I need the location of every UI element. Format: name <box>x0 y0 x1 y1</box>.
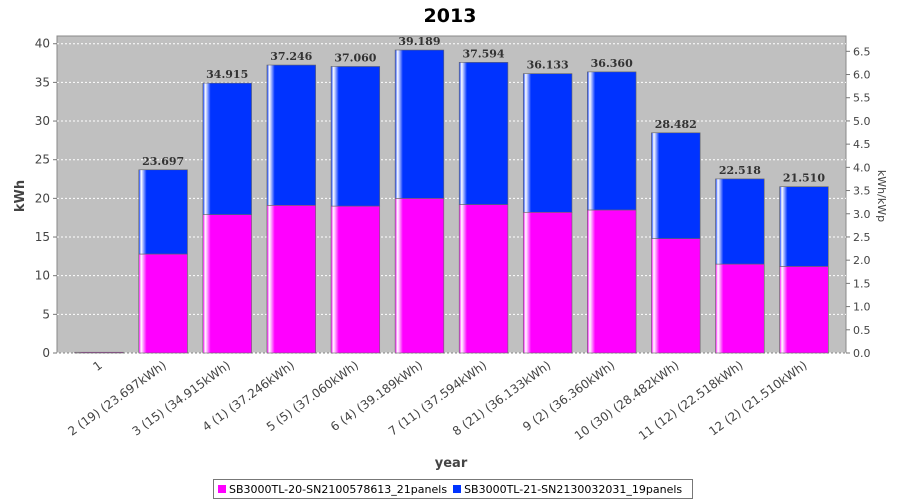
legend-label-series-1: SB3000TL-20-SN2100578613_21panels <box>229 482 448 496</box>
y-tick-label: 25 <box>35 153 50 167</box>
y-tick-label: 15 <box>35 230 50 244</box>
y-tick-label: 10 <box>35 269 50 283</box>
y2-tick-label: 4.5 <box>853 138 871 151</box>
y2-tick-label: 6.5 <box>853 45 871 58</box>
data-label: 36.360 <box>591 57 633 70</box>
data-label: 28.482 <box>655 118 697 131</box>
y2-tick-label: 1.5 <box>853 277 871 290</box>
y2-tick-label: 1.0 <box>853 301 871 314</box>
data-label: 37.246 <box>270 50 312 63</box>
y2-tick-label: 6.0 <box>853 69 871 82</box>
y-axis-left: 0 5 10 15 20 25 30 35 40 <box>35 37 57 360</box>
data-label: 39.189 <box>398 35 440 48</box>
bar-segment <box>715 178 765 265</box>
legend-swatch-series-2 <box>453 485 462 493</box>
bar-segment <box>458 204 509 354</box>
bar-segment <box>330 66 381 207</box>
bar-segment <box>651 132 701 239</box>
bar-segment <box>587 71 637 211</box>
bars <box>74 49 829 354</box>
bar-segment <box>394 198 445 354</box>
y-tick-label: 40 <box>35 37 50 51</box>
data-label: 37.060 <box>334 51 376 64</box>
y-tick-label: 0 <box>42 346 50 360</box>
x-axis: 12 (19) (23.697kWh)3 (15) (34.915kWh)4 (… <box>65 358 809 443</box>
grid-lines <box>57 43 846 354</box>
bar-segment <box>715 263 765 354</box>
bar-segment <box>522 73 573 213</box>
data-label: 34.915 <box>206 68 248 81</box>
bar-segment <box>138 253 188 354</box>
data-labels: 23.697 34.915 37.246 37.060 39.189 37.594 36.1… <box>142 35 825 185</box>
data-label: 22.518 <box>719 164 761 177</box>
x-tick-label: 1 <box>90 358 104 374</box>
bar-segment <box>651 238 701 354</box>
bar-segment <box>202 214 252 354</box>
x-axis-label: year <box>435 456 468 471</box>
y2-tick-label: 4.0 <box>853 161 871 174</box>
bar-segment <box>330 205 381 354</box>
legend-item: SB3000TL-21-SN2130032031_19panels <box>453 483 682 496</box>
y2-tick-label: 3.0 <box>853 208 871 221</box>
bar-segment <box>266 64 316 206</box>
x-tick-label: 10 (30) (28.482kWh) <box>572 358 682 443</box>
data-label: 21.510 <box>783 172 825 185</box>
legend: SB3000TL-20-SN2100578613_21panels SB3000… <box>213 479 694 499</box>
x-tick-label: 11 (12) (22.518kWh) <box>636 358 746 443</box>
legend-swatch-series-1 <box>218 485 226 493</box>
y-tick-label: 30 <box>35 114 50 128</box>
y2-tick-label: 2.5 <box>853 231 871 244</box>
y-tick-label: 20 <box>35 191 50 205</box>
y2-axis-label: kWh/kWp <box>875 170 888 222</box>
y2-tick-label: 3.5 <box>853 185 871 198</box>
data-label: 36.133 <box>527 59 569 72</box>
y-axis-label: kWh <box>13 180 28 212</box>
bar-segment <box>74 351 124 354</box>
y2-tick-label: 5.5 <box>853 92 871 105</box>
bar-segment <box>266 205 316 354</box>
bar-segment <box>394 49 445 199</box>
legend-item: SB3000TL-20-SN2100578613_21panels <box>218 483 447 496</box>
bar-segment <box>458 62 509 205</box>
bar-segment <box>522 211 573 354</box>
bar-segment <box>779 266 829 354</box>
bar-segment <box>138 169 188 255</box>
bar-segment <box>587 209 637 354</box>
y2-tick-label: 0.5 <box>853 324 871 337</box>
y-tick-label: 5 <box>42 307 50 321</box>
y2-tick-label: 0.0 <box>853 347 871 360</box>
bar-segment <box>779 186 829 267</box>
y2-tick-label: 5.0 <box>853 115 871 128</box>
y-axis-right: 0.0 0.5 1.0 1.5 2.0 2.5 3.0 3.5 4.0 4.5 5.0 5.5 6.0 6… <box>846 45 871 360</box>
chart-title: 2013 <box>424 5 477 27</box>
legend-label-series-2: SB3000TL-21-SN2130032031_19panels <box>464 482 683 496</box>
bar-segment <box>202 82 252 215</box>
chart: 2013 23.697 34.915 37.246 37.060 39.189 37.59… <box>13 5 888 471</box>
y-tick-label: 35 <box>35 75 50 89</box>
y2-tick-label: 2.0 <box>853 254 871 267</box>
data-label: 37.594 <box>462 47 504 60</box>
plot-area <box>56 35 847 354</box>
data-label: 23.697 <box>142 155 184 168</box>
